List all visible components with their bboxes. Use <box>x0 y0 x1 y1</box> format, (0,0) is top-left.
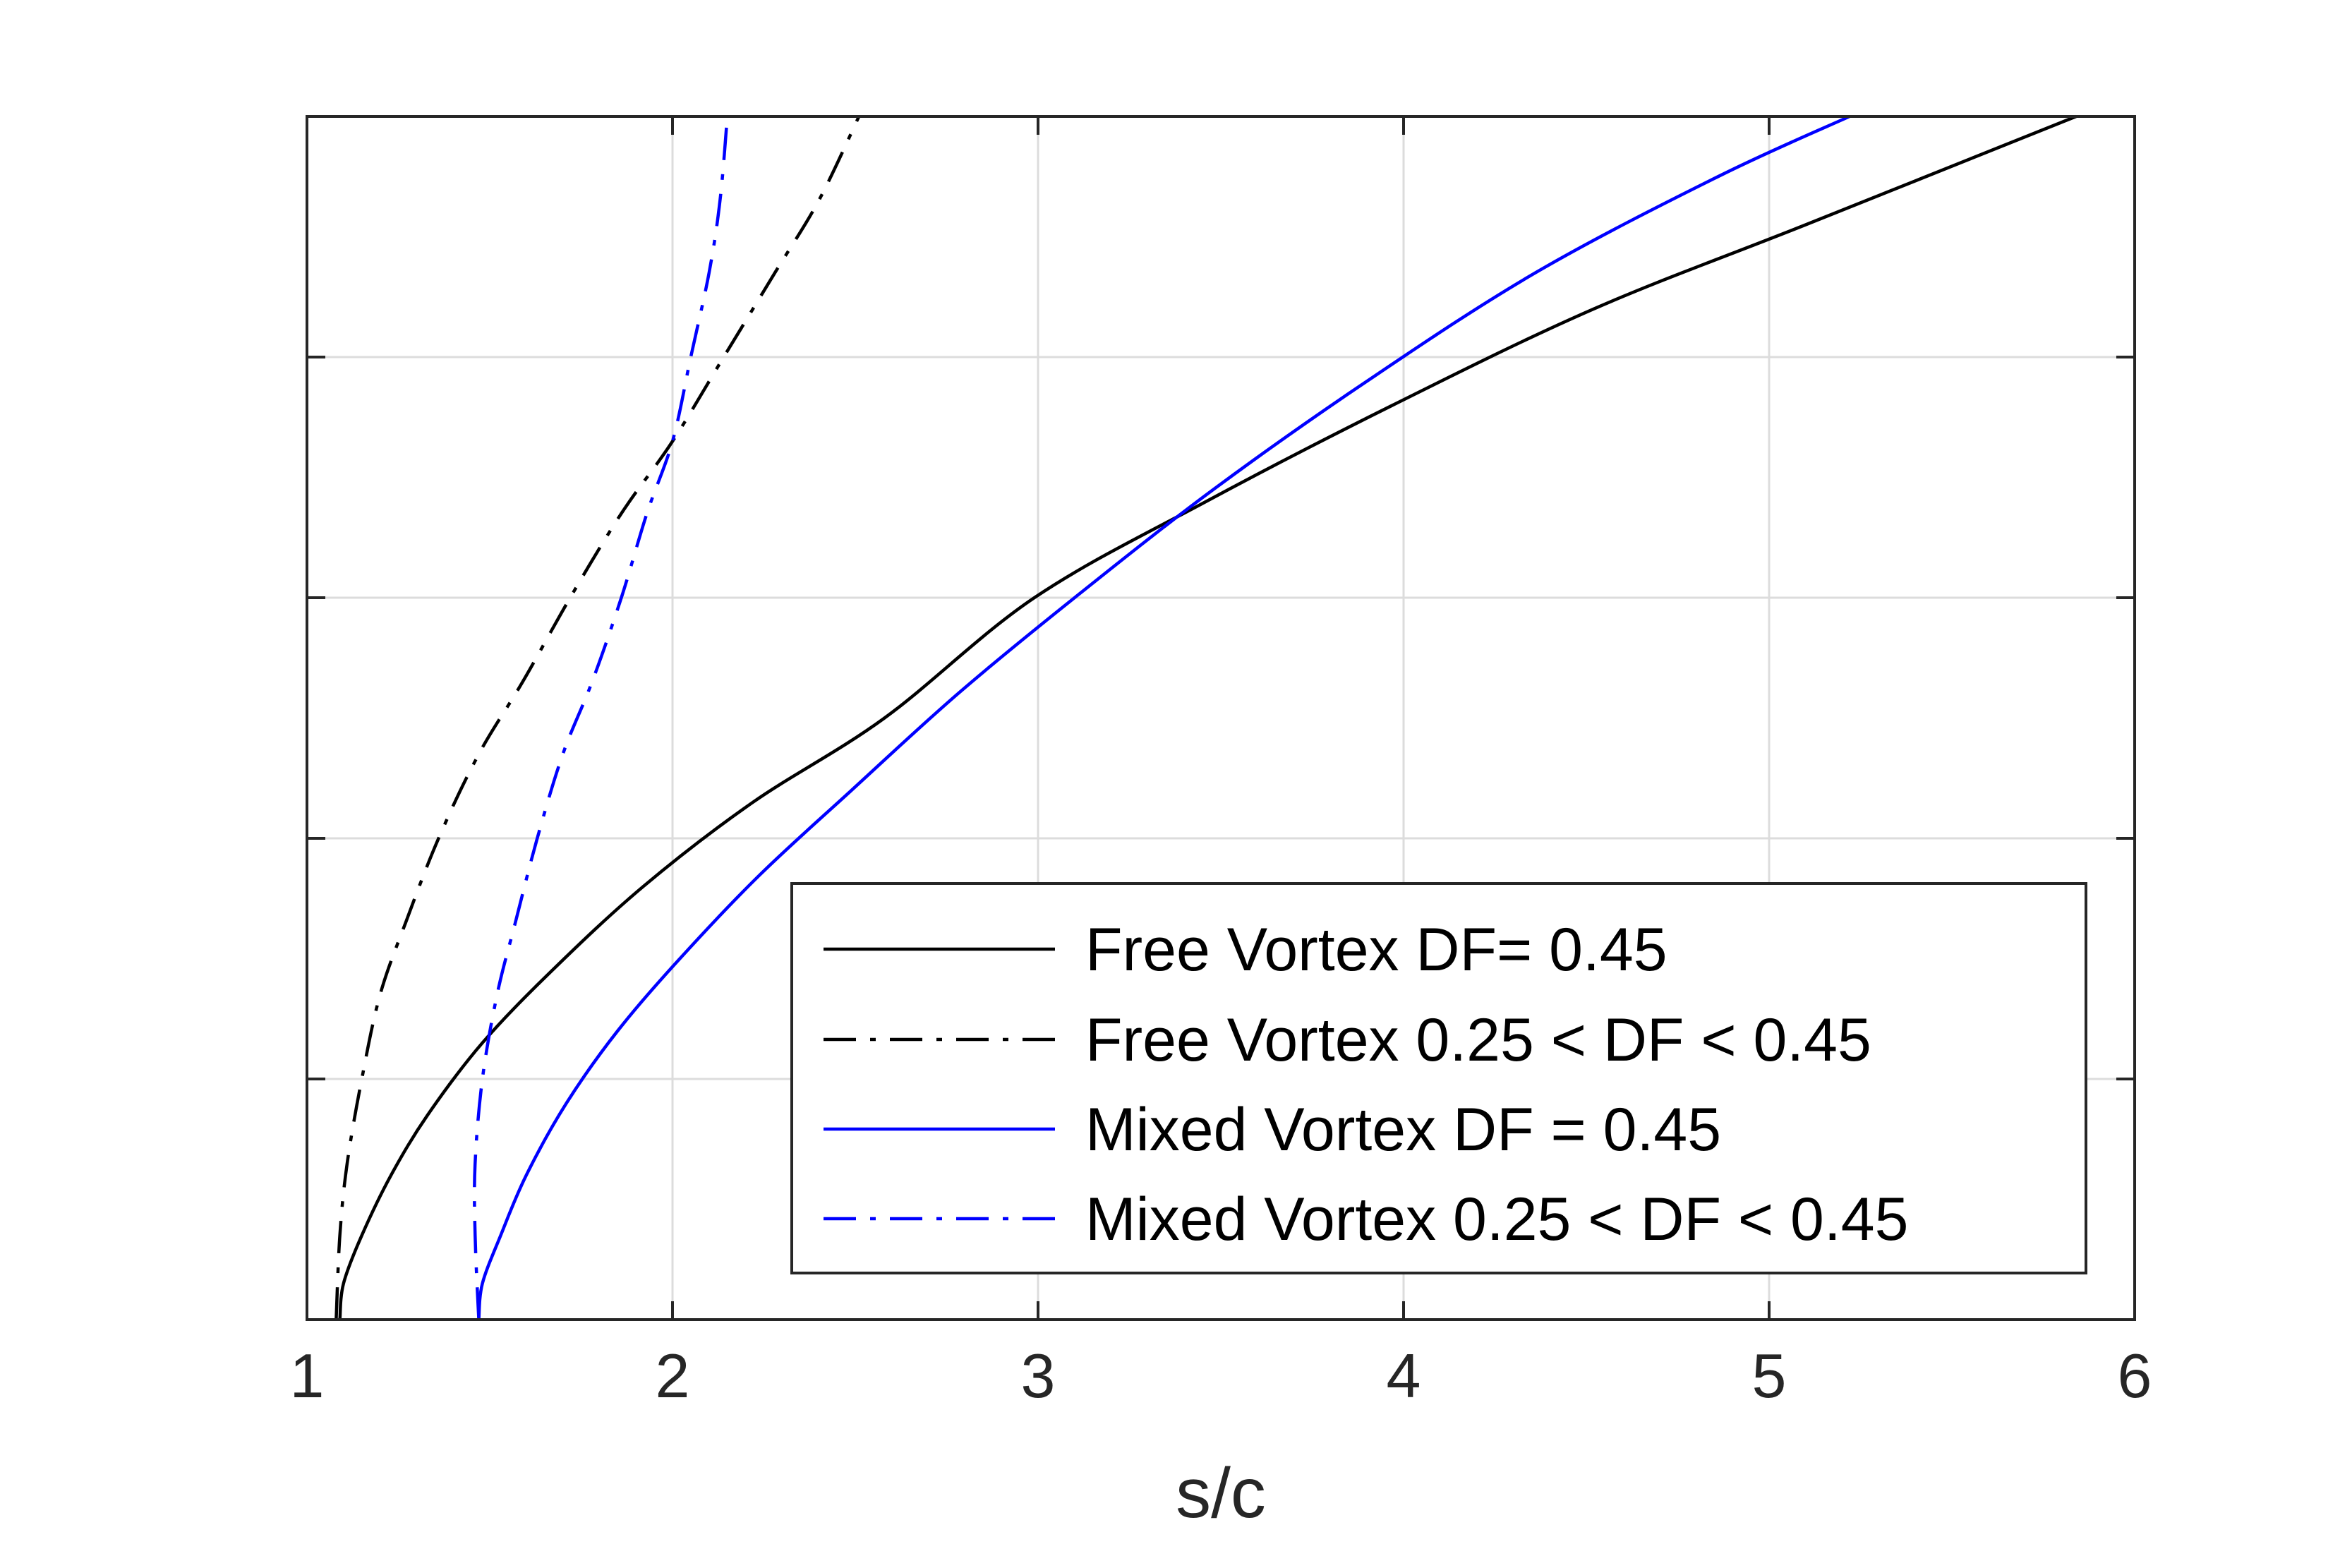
x-tick-label-0: 1 <box>290 1341 325 1411</box>
x-axis-label: s/c <box>1176 1454 1266 1533</box>
x-tick-label-2: 3 <box>1021 1341 1056 1411</box>
legend-label-0: Free Vortex DF= 0.45 <box>1085 916 1667 984</box>
series-line-1 <box>334 116 861 1320</box>
x-tick-labels: 1 2 3 4 5 6 <box>290 1341 2152 1411</box>
series-line-3 <box>473 116 729 1320</box>
x-tick-label-1: 2 <box>656 1341 690 1411</box>
legend-label-1: Free Vortex 0.25 < DF < 0.45 <box>1085 1006 1871 1074</box>
series-group <box>334 114 2077 1320</box>
series-line-2 <box>477 114 1850 1320</box>
legend-label-2: Mixed Vortex DF = 0.45 <box>1085 1096 1721 1164</box>
series-line-0 <box>338 114 2077 1320</box>
legend-label-3: Mixed Vortex 0.25 < DF < 0.45 <box>1085 1186 1908 1253</box>
plot-frame <box>306 115 2136 1321</box>
x-tick-label-4: 5 <box>1752 1341 1787 1411</box>
x-tick-label-3: 4 <box>1387 1341 1421 1411</box>
legend: Free Vortex DF= 0.45 Free Vortex 0.25 < D… <box>790 882 2087 1274</box>
x-tick-label-5: 6 <box>2118 1341 2152 1411</box>
